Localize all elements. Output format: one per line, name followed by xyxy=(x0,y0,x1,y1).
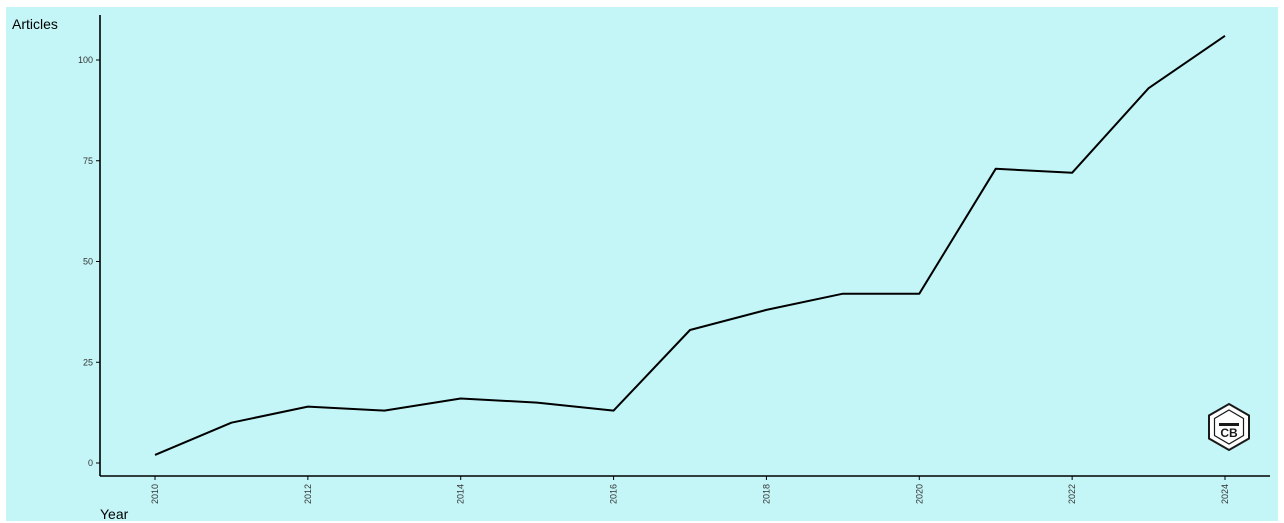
x-ticks: 2010 2012 2014 2016 2018 2020 2022 2024 xyxy=(150,476,1230,504)
x-tick-label: 2010 xyxy=(150,484,160,504)
x-tick-label: 2012 xyxy=(303,484,313,504)
axes xyxy=(99,15,1270,477)
x-tick-label: 2024 xyxy=(1220,484,1230,504)
x-tick-label: 2018 xyxy=(761,484,771,504)
y-ticks: 0 25 50 75 100 xyxy=(78,55,100,468)
series-group xyxy=(154,34,1226,456)
series-line xyxy=(154,34,1226,456)
y-tick-label: 25 xyxy=(83,357,93,367)
x-axis-title: Year xyxy=(100,506,129,522)
hexagon-logo-icon: CB xyxy=(1208,402,1250,452)
x-tick-label: 2022 xyxy=(1067,484,1077,504)
x-tick-label: 2020 xyxy=(914,484,924,504)
x-tick-label: 2014 xyxy=(456,484,466,504)
logo-text: CB xyxy=(1220,426,1238,440)
chart-background xyxy=(6,7,1278,521)
y-tick-label: 75 xyxy=(83,156,93,166)
y-tick-label: 0 xyxy=(88,458,93,468)
y-tick-label: 100 xyxy=(78,55,93,65)
y-tick-label: 50 xyxy=(83,257,93,267)
y-axis-title: Articles xyxy=(12,16,58,32)
x-tick-label: 2016 xyxy=(609,484,619,504)
